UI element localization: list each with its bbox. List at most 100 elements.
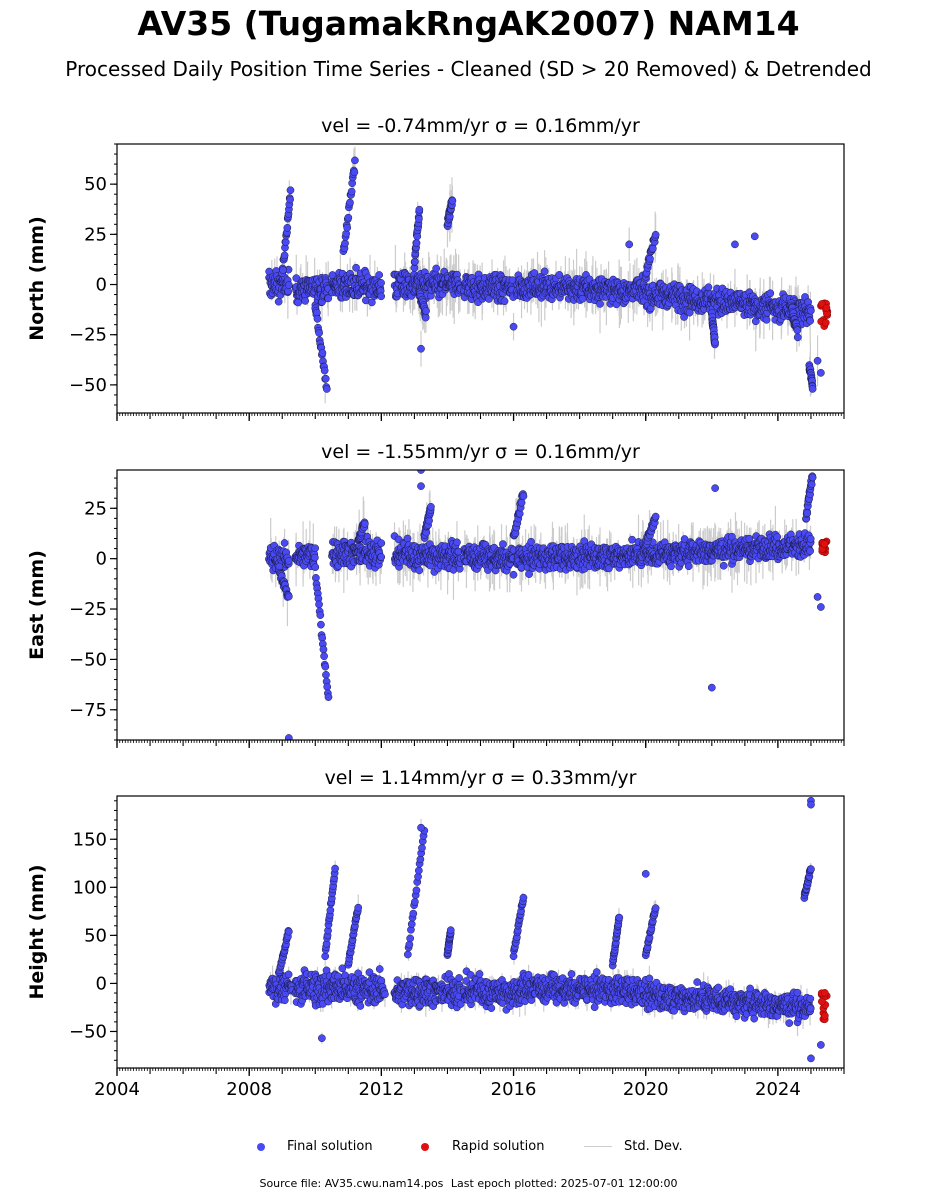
final-point <box>530 269 539 277</box>
final-point <box>412 239 421 247</box>
y-tick-label: −25 <box>69 599 107 620</box>
final-point <box>377 553 386 561</box>
final-point <box>313 314 322 323</box>
final-point <box>448 196 457 205</box>
final-point <box>321 662 330 671</box>
final-point <box>301 297 310 305</box>
final-point <box>817 369 825 377</box>
chart-title: AV35 (TugamakRngAK2007) NAM14 <box>137 4 800 43</box>
final-point <box>427 502 435 511</box>
final-point <box>517 498 526 507</box>
y-tick-label: −50 <box>69 375 107 396</box>
final-point <box>323 683 332 691</box>
final-points <box>265 470 831 740</box>
final-point <box>728 532 736 541</box>
y-tick-label: 50 <box>84 174 107 195</box>
plot-area <box>265 146 832 404</box>
final-point <box>453 538 461 547</box>
final-point <box>711 338 719 347</box>
panel-title: vel = -0.74mm/yr σ = 0.16mm/yr <box>321 115 640 137</box>
final-point <box>793 333 802 342</box>
final-point <box>350 168 359 177</box>
rapid-point <box>822 318 830 327</box>
final-point <box>807 480 816 489</box>
y-tick-label: −75 <box>69 700 107 721</box>
final-point <box>360 520 369 528</box>
final-point <box>286 186 295 195</box>
final-point <box>415 205 424 214</box>
final-point <box>324 294 333 303</box>
final-point <box>421 313 430 322</box>
panel-east: −75 −50 −25 0 25 vel = -1.55mm/yr σ = 0.16mm/… <box>26 441 845 748</box>
final-point <box>519 492 528 501</box>
final-point <box>651 230 660 239</box>
final-point <box>646 254 654 263</box>
final-point <box>281 238 290 246</box>
final-point <box>280 251 289 260</box>
final-point <box>284 557 293 565</box>
final-point <box>279 266 287 274</box>
final-point <box>321 374 330 383</box>
y-tick-label: 0 <box>96 549 107 570</box>
final-point <box>311 563 320 572</box>
final-point <box>750 232 759 241</box>
final-point <box>704 283 713 292</box>
final-point <box>540 267 549 276</box>
panel-title: vel = -1.55mm/yr σ = 0.16mm/yr <box>321 441 640 463</box>
final-point <box>808 385 817 393</box>
final-point <box>315 329 323 337</box>
final-point <box>316 611 325 619</box>
final-point <box>525 570 533 578</box>
final-point <box>286 195 294 204</box>
final-point <box>417 482 425 490</box>
final-point <box>285 281 293 289</box>
final-point <box>322 385 331 393</box>
final-point <box>766 289 775 298</box>
axes-frame <box>116 469 845 741</box>
final-point <box>352 263 360 272</box>
final-point <box>628 535 636 544</box>
final-point <box>284 734 293 740</box>
y-tick-label: 0 <box>96 275 107 296</box>
final-point <box>806 534 815 543</box>
final-point <box>648 244 657 253</box>
final-point <box>527 537 535 546</box>
final-point <box>806 547 814 555</box>
final-point <box>311 544 320 553</box>
final-point <box>417 470 425 474</box>
final-point <box>377 279 385 287</box>
final-point <box>318 349 327 357</box>
final-point <box>555 271 564 279</box>
final-point <box>346 198 354 207</box>
plot-area <box>265 796 831 1063</box>
y-tick-label: 25 <box>84 498 107 519</box>
final-point <box>773 533 782 541</box>
final-point <box>731 240 739 249</box>
final-point <box>808 473 817 482</box>
plot-area <box>265 470 831 740</box>
rapid-point <box>820 540 829 548</box>
final-point <box>509 322 518 331</box>
chart-subtitle: Processed Daily Position Time Series - C… <box>65 57 872 81</box>
y-tick-label: −25 <box>69 325 107 346</box>
final-point <box>284 592 293 601</box>
y-axis-label: North (mm) <box>26 216 48 341</box>
final-point <box>377 292 386 301</box>
final-point <box>684 562 693 571</box>
final-point <box>596 300 604 308</box>
final-point <box>324 693 333 701</box>
final-point <box>813 593 822 601</box>
panel-north: −50 −25 0 25 50 vel = -0.74mm/yr σ = 0.16mm/y… <box>26 115 845 421</box>
final-point <box>344 213 353 222</box>
final-point <box>320 366 329 375</box>
final-point <box>817 603 825 611</box>
final-point <box>375 271 384 279</box>
final-point <box>351 156 359 165</box>
final-point <box>367 298 376 307</box>
final-point <box>315 600 323 609</box>
final-point <box>320 652 328 661</box>
final-point <box>707 683 716 692</box>
final-point <box>415 215 423 223</box>
final-point <box>274 297 283 306</box>
